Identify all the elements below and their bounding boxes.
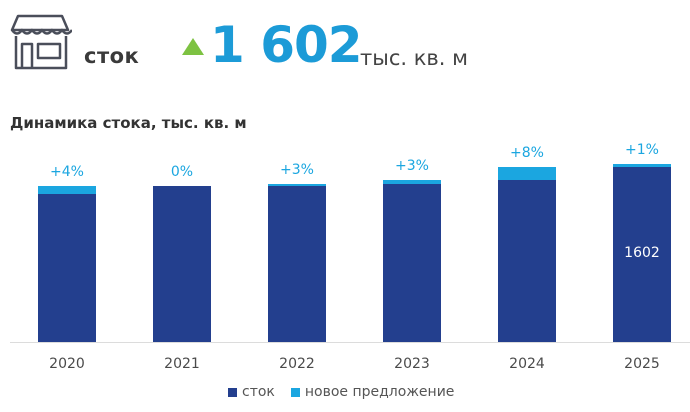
bar-2023: [383, 180, 441, 342]
chart-title: Динамика стока, тыс. кв. м: [10, 114, 247, 132]
growth-label-2023: +3%: [395, 158, 429, 174]
legend-swatch-stock: [228, 387, 237, 397]
legend-swatch-new-supply: [290, 387, 300, 397]
growth-label-2024: +8%: [510, 145, 544, 161]
bar-segment-stock: [38, 194, 96, 342]
growth-label-2021: 0%: [170, 164, 194, 180]
bar-segment-new-supply: [498, 167, 556, 180]
header-label: сток: [84, 44, 140, 68]
growth-label-2025: +1%: [625, 142, 659, 158]
bar-segment-stock: [268, 186, 326, 342]
bar-segment-new-supply: [383, 180, 441, 184]
bar-chart-plot: +4% 0% +3% +3% +8% 1602 +1%: [10, 140, 690, 342]
header: сток 1 602 тыс. кв. м: [0, 0, 690, 100]
x-tick-2021: 2021: [164, 356, 200, 372]
legend-item-stock: сток: [228, 384, 275, 400]
bar-value-label: 1602: [624, 245, 660, 261]
growth-label-2020: +4%: [50, 164, 84, 180]
growth-label-2022: +3%: [280, 162, 314, 178]
bar-2025: 1602: [613, 164, 671, 342]
bar-segment-stock: [383, 184, 441, 342]
bar-segment-stock: 1602: [613, 167, 671, 342]
bar-2020: [38, 186, 96, 342]
legend-label-stock: сток: [242, 384, 275, 400]
x-tick-2025: 2025: [624, 356, 660, 372]
bar-2022: [268, 184, 326, 342]
legend-label-new-supply: новое предложение: [304, 384, 455, 400]
legend-item-new-supply: новое предложение: [290, 384, 455, 400]
headline-unit: тыс. кв. м: [360, 46, 468, 70]
headline-value: 1 602: [210, 16, 363, 74]
bar-segment-new-supply: [613, 164, 671, 167]
x-axis-line: [10, 342, 690, 343]
up-triangle-icon: [182, 38, 204, 55]
legend: сток новое предложение: [228, 384, 470, 400]
bar-segment-new-supply: [38, 186, 96, 194]
bar-2024: [498, 167, 556, 342]
x-tick-2023: 2023: [394, 356, 430, 372]
bar-segment-new-supply: [268, 184, 326, 186]
x-tick-2020: 2020: [49, 356, 85, 372]
bar-2021: [153, 186, 211, 342]
store-icon: [10, 14, 72, 70]
x-tick-2022: 2022: [279, 356, 315, 372]
bar-segment-stock: [498, 180, 556, 342]
x-tick-2024: 2024: [509, 356, 545, 372]
bar-segment-stock: [153, 186, 211, 342]
